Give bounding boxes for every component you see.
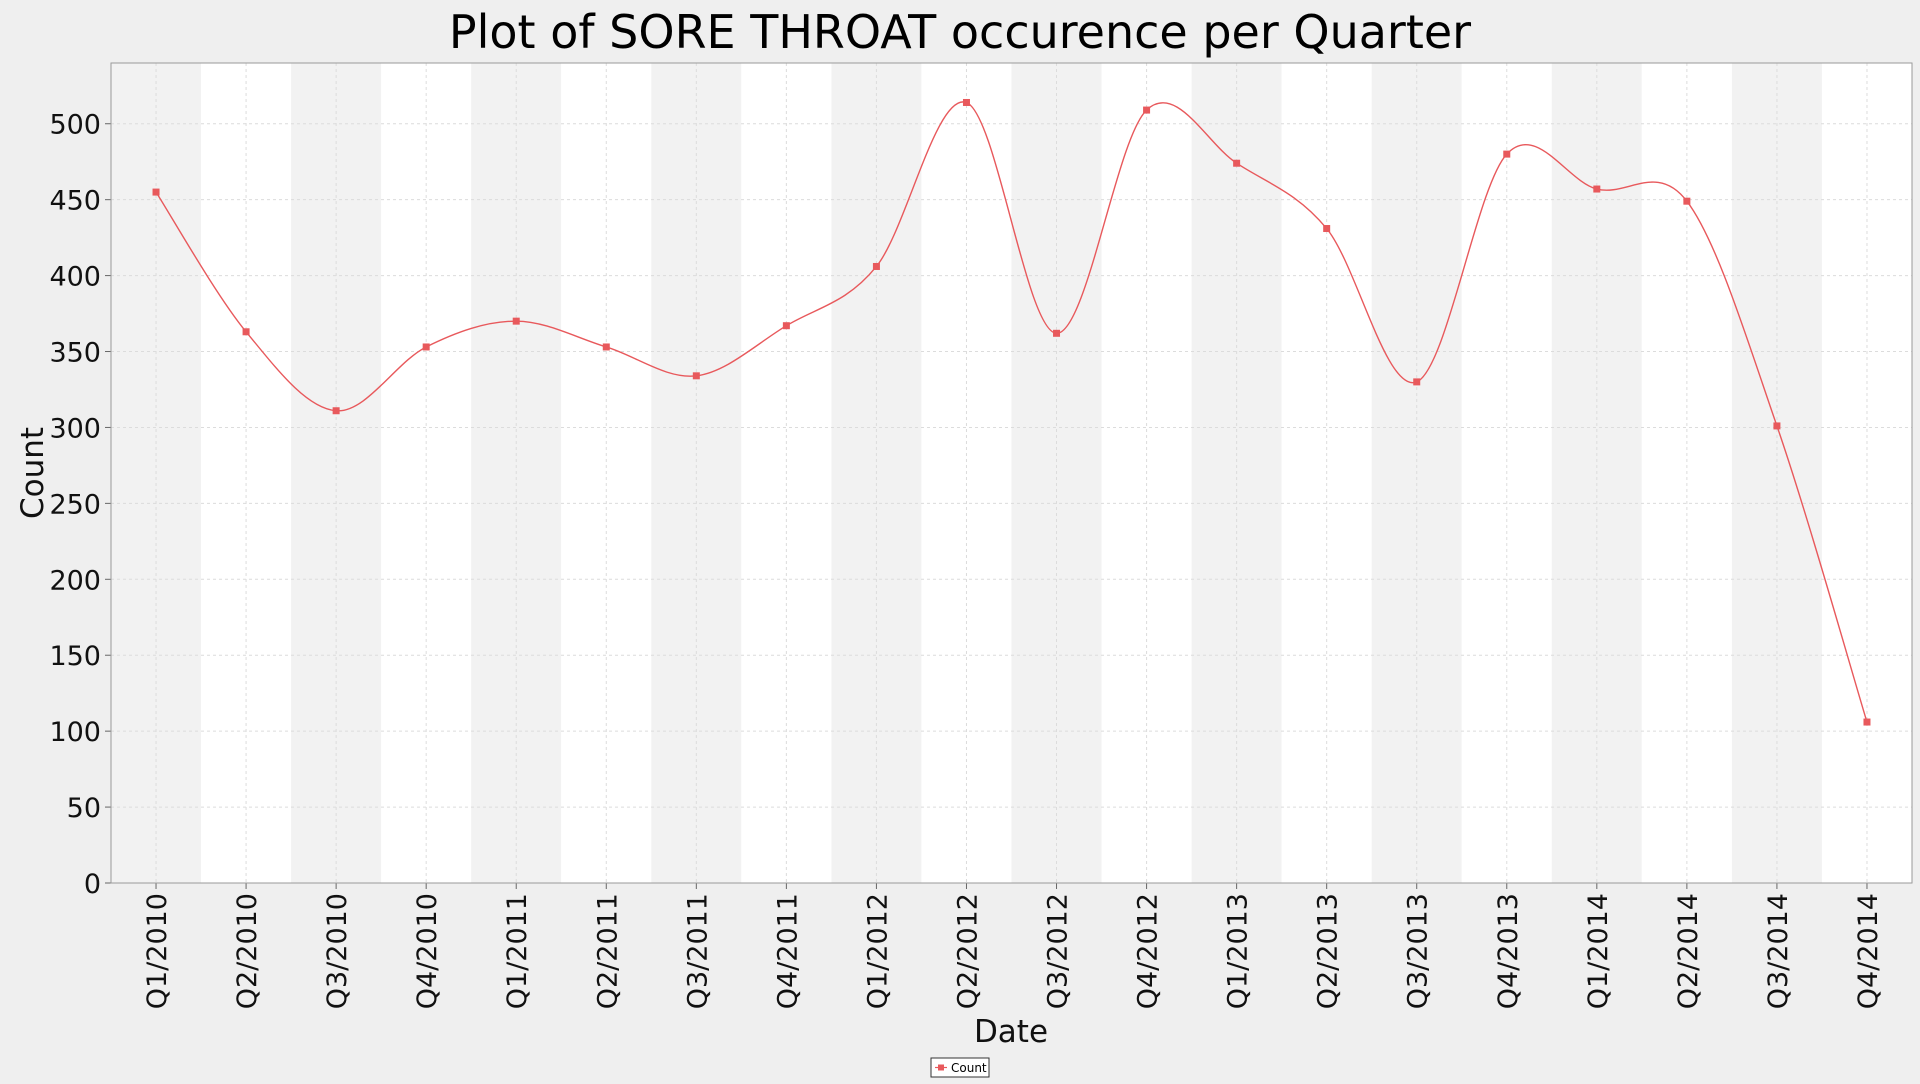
x-tick-label: Q1/2012 bbox=[862, 893, 893, 1009]
x-tick-label: Q2/2013 bbox=[1313, 893, 1344, 1009]
x-tick-label: Q3/2013 bbox=[1403, 893, 1434, 1009]
series-line-count bbox=[155, 101, 1868, 723]
y-axis-ticks: 0 50 100 150 200 250 300 350 400 450 500 bbox=[49, 110, 111, 900]
data-point bbox=[242, 328, 250, 336]
grid-lines bbox=[111, 63, 1912, 884]
y-tick-label: 100 bbox=[49, 717, 101, 748]
y-tick-label: 300 bbox=[49, 413, 101, 444]
y-tick-label: 250 bbox=[49, 489, 101, 520]
x-tick-label: Q2/2011 bbox=[592, 893, 623, 1009]
x-tick-label: Q3/2014 bbox=[1763, 893, 1794, 1009]
data-point bbox=[1503, 150, 1511, 158]
x-tick-label: Q4/2012 bbox=[1133, 893, 1164, 1009]
data-point bbox=[1143, 106, 1151, 114]
data-point bbox=[692, 372, 700, 380]
series-layer bbox=[152, 98, 1871, 726]
data-point bbox=[872, 262, 880, 270]
data-point bbox=[1053, 329, 1061, 337]
x-tick-label: Q4/2013 bbox=[1493, 893, 1524, 1009]
x-tick-label: Q1/2010 bbox=[142, 893, 173, 1009]
y-tick-label: 0 bbox=[84, 869, 101, 900]
y-tick-label: 450 bbox=[49, 186, 101, 217]
y-axis-label: Count bbox=[15, 427, 51, 519]
data-point bbox=[1773, 422, 1781, 430]
x-tick-label: Q3/2012 bbox=[1043, 893, 1074, 1009]
x-tick-label: Q4/2014 bbox=[1853, 893, 1884, 1009]
data-point bbox=[152, 188, 160, 196]
y-tick-label: 50 bbox=[67, 793, 101, 824]
x-tick-label: Q2/2010 bbox=[232, 893, 263, 1009]
data-point bbox=[782, 322, 790, 330]
x-tick-label: Q3/2010 bbox=[322, 893, 353, 1009]
y-tick-label: 200 bbox=[49, 565, 101, 596]
alternating-bands bbox=[111, 63, 1912, 883]
data-point bbox=[512, 317, 520, 325]
x-tick-label: Q4/2011 bbox=[772, 893, 803, 1009]
x-tick-label: Q4/2010 bbox=[412, 893, 443, 1009]
x-tick-label: Q1/2014 bbox=[1583, 893, 1614, 1009]
x-tick-label: Q1/2013 bbox=[1223, 893, 1254, 1009]
legend: Count bbox=[930, 1057, 990, 1078]
x-tick-label: Q2/2012 bbox=[952, 893, 983, 1009]
data-point bbox=[1413, 378, 1421, 386]
data-point bbox=[332, 407, 340, 415]
data-point bbox=[422, 343, 430, 351]
data-point bbox=[1323, 225, 1331, 233]
legend-marker bbox=[938, 1064, 944, 1071]
legend-label: Count bbox=[951, 1061, 987, 1075]
legend-box bbox=[930, 1057, 990, 1078]
chart-title: Plot of SORE THROAT occurence per Quarte… bbox=[449, 5, 1471, 59]
plot-border bbox=[110, 62, 1913, 884]
x-tick-label: Q3/2011 bbox=[682, 893, 713, 1009]
data-point bbox=[1593, 185, 1601, 193]
x-tick-label: Q2/2014 bbox=[1673, 893, 1704, 1009]
x-tick-label: Q1/2011 bbox=[502, 893, 533, 1009]
data-point bbox=[962, 98, 970, 106]
x-axis-ticks: Q1/2010 Q2/2010 Q3/2010 Q4/2010 Q1/2011 Q2/20… bbox=[142, 883, 1884, 1009]
data-point bbox=[1233, 159, 1241, 167]
y-tick-label: 150 bbox=[49, 641, 101, 672]
y-tick-label: 500 bbox=[49, 110, 101, 141]
data-point bbox=[1863, 718, 1871, 726]
y-tick-label: 400 bbox=[49, 262, 101, 293]
data-point bbox=[1683, 197, 1691, 205]
y-tick-label: 350 bbox=[49, 338, 101, 369]
x-axis-label: Date bbox=[974, 1014, 1048, 1050]
data-point bbox=[602, 343, 610, 351]
